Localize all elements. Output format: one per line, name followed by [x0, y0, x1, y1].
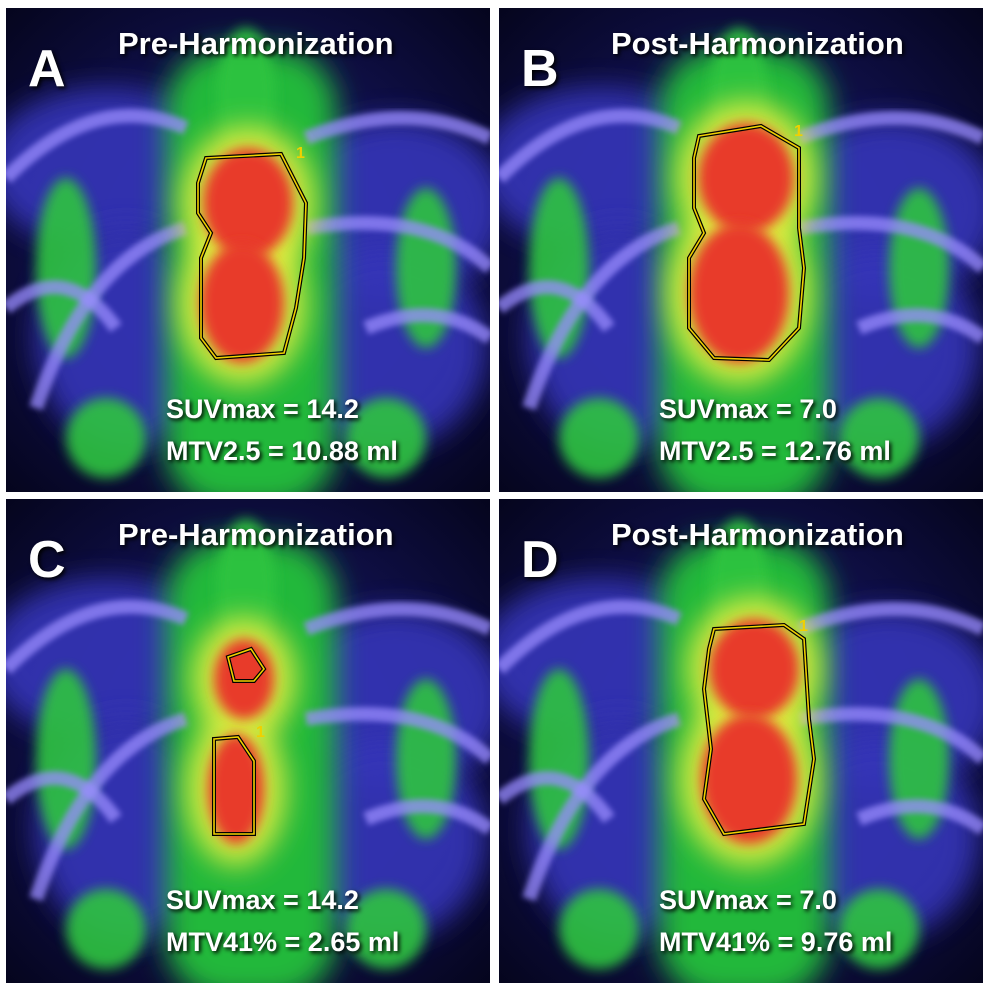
- roi-contour: [197, 153, 307, 359]
- measurement: SUVmax = 14.2: [166, 394, 359, 424]
- roi-label: 1: [296, 145, 305, 162]
- uptake: [689, 223, 789, 363]
- tissue: [839, 398, 919, 478]
- measurement: MTV41% = 2.65 ml: [166, 927, 399, 957]
- tissue: [346, 889, 426, 969]
- uptake: [208, 734, 264, 844]
- tissue: [559, 398, 639, 478]
- vessel: [522, 221, 682, 411]
- vessel: [796, 602, 983, 636]
- vessel: [6, 280, 122, 333]
- uptake: [698, 123, 794, 233]
- roi-contour: [213, 736, 255, 835]
- vessel: [522, 712, 682, 902]
- vessel: [499, 280, 615, 333]
- vessel: [796, 111, 983, 145]
- panel-title: Post-Harmonization: [611, 26, 904, 61]
- uptake: [709, 619, 799, 719]
- panel-letter: B: [521, 40, 559, 98]
- panel-title: Post-Harmonization: [611, 517, 904, 552]
- vessel: [303, 111, 490, 145]
- vessel: [304, 707, 490, 765]
- panel-letter: D: [521, 531, 559, 589]
- vessel: [797, 707, 983, 765]
- measurement: SUVmax = 14.2: [166, 885, 359, 915]
- roi-label: 1: [794, 123, 803, 140]
- vessel: [6, 771, 122, 824]
- tissue: [559, 889, 639, 969]
- vessel: [363, 799, 490, 835]
- measurement: SUVmax = 7.0: [659, 885, 837, 915]
- vessel: [6, 599, 189, 674]
- panel-title: Pre-Harmonization: [118, 26, 394, 61]
- roi-contour: [703, 624, 815, 835]
- measurement: SUVmax = 7.0: [659, 394, 837, 424]
- roi-contour: [688, 125, 805, 361]
- panel: 1 D Post-Harmonization SUVmax = 7.0 MTV41% =…: [499, 499, 983, 983]
- measurement: MTV2.5 = 12.76 ml: [659, 436, 891, 466]
- vessel: [856, 308, 983, 344]
- tissue: [66, 889, 146, 969]
- panel: 1 C Pre-Harmonization SUVmax = 14.2 MTV41% =…: [6, 499, 490, 983]
- vessel: [797, 216, 983, 274]
- vessel: [363, 308, 490, 344]
- panel-letter: A: [28, 40, 66, 98]
- uptake: [200, 243, 284, 363]
- tissue: [346, 398, 426, 478]
- vessel: [303, 602, 490, 636]
- vessel: [29, 712, 189, 902]
- vessel: [6, 108, 189, 183]
- vessel: [856, 799, 983, 835]
- vessel: [29, 221, 189, 411]
- roi-label: 1: [799, 618, 808, 635]
- roi-contour: [227, 648, 265, 682]
- panel-title: Pre-Harmonization: [118, 517, 394, 552]
- vessel: [499, 108, 682, 183]
- panel: 1 B Post-Harmonization SUVmax = 7.0 MTV2.5 =…: [499, 8, 983, 492]
- measurement: MTV41% = 9.76 ml: [659, 927, 892, 957]
- panel: 1 A Pre-Harmonization SUVmax = 14.2 MTV2.5 =…: [6, 8, 490, 492]
- measurement: MTV2.5 = 10.88 ml: [166, 436, 398, 466]
- panel-letter: C: [28, 531, 66, 589]
- roi-label: 1: [256, 724, 265, 741]
- uptake: [203, 148, 293, 258]
- uptake: [701, 714, 797, 844]
- vessel: [304, 216, 490, 274]
- tissue: [66, 398, 146, 478]
- vessel: [499, 599, 682, 674]
- vessel: [499, 771, 615, 824]
- tissue: [839, 889, 919, 969]
